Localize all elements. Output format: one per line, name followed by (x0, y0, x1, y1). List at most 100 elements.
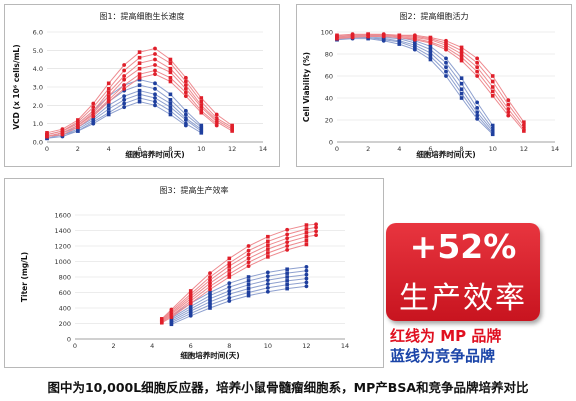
data-point (506, 107, 511, 111)
data-point (168, 57, 173, 62)
x-tick-label: 2 (112, 342, 116, 350)
series-line (171, 270, 307, 319)
y-tick-label: 800 (59, 274, 71, 282)
x-tick-label: 10 (264, 342, 272, 350)
data-point (266, 234, 270, 239)
y-tick-label: 1000 (54, 258, 71, 266)
data-point (265, 270, 270, 275)
data-point (397, 40, 402, 44)
data-point (266, 247, 270, 251)
y-tick-label: 100 (321, 29, 333, 37)
data-point (227, 299, 232, 303)
data-point (304, 238, 309, 243)
data-point (76, 129, 80, 133)
data-point (106, 94, 111, 98)
data-point (246, 256, 251, 261)
x-axis-label: 细胞培养时间(天) (125, 149, 184, 159)
data-point (188, 301, 193, 306)
data-point (168, 112, 173, 117)
data-point (153, 52, 157, 56)
data-point (285, 271, 289, 275)
data-point (91, 105, 96, 110)
data-point (227, 292, 232, 296)
data-point (153, 96, 157, 100)
data-point (168, 92, 173, 97)
data-point (246, 286, 251, 291)
data-point (475, 113, 480, 118)
data-point (137, 83, 142, 87)
data-point (153, 72, 157, 77)
y-tick-label: 600 (59, 289, 71, 297)
data-point (91, 114, 96, 119)
data-point (153, 81, 157, 86)
data-point (168, 109, 173, 113)
data-point (106, 110, 111, 115)
data-point (153, 63, 157, 67)
data-point (490, 85, 495, 89)
data-point (285, 236, 290, 241)
data-point (199, 105, 204, 109)
data-point (188, 313, 193, 318)
data-point (208, 284, 212, 289)
series-blue (45, 88, 204, 139)
series-line (46, 73, 218, 137)
data-point (246, 293, 251, 298)
data-point (522, 129, 526, 133)
data-point (122, 105, 127, 110)
data-point (246, 279, 251, 283)
data-point (459, 55, 464, 60)
y-tick-label: 20 (325, 117, 333, 125)
data-point (169, 315, 174, 320)
data-point (199, 109, 204, 113)
data-point (183, 108, 188, 113)
series-red (335, 34, 511, 118)
y-tick-label: 4.0 (33, 65, 43, 73)
data-point (137, 66, 142, 71)
data-point (428, 54, 433, 58)
data-point (397, 42, 402, 46)
data-point (106, 90, 111, 95)
data-point (230, 125, 234, 130)
data-point (168, 101, 173, 106)
series-line (336, 37, 494, 132)
data-point (459, 76, 464, 80)
x-tick-label: 10 (197, 145, 205, 153)
data-point (265, 289, 270, 294)
y-axis-label: Cell Viability (%) (302, 52, 311, 122)
data-point (227, 268, 232, 272)
data-point (168, 105, 173, 109)
series-blue (45, 96, 204, 141)
data-point (428, 41, 433, 45)
data-point (183, 79, 188, 84)
data-point (444, 74, 448, 78)
data-point (246, 244, 251, 248)
y-tick-label: 60 (325, 73, 333, 81)
series-red (45, 72, 219, 139)
data-point (208, 300, 212, 304)
series-line (336, 37, 494, 134)
data-point (412, 47, 417, 52)
series-line (171, 281, 307, 324)
data-point (208, 287, 212, 292)
x-tick-label: 6 (138, 145, 142, 153)
data-point (506, 102, 511, 107)
data-point (122, 63, 127, 67)
data-point (168, 70, 173, 75)
y-tick-label: 5.0 (33, 47, 43, 55)
data-point (122, 83, 127, 88)
data-point (214, 123, 219, 128)
data-point (366, 36, 370, 41)
series-blue (169, 284, 309, 327)
data-point (490, 129, 495, 133)
data-point (199, 123, 204, 128)
data-point (444, 56, 448, 61)
x-tick-label: 6 (428, 145, 432, 153)
data-point (490, 89, 495, 94)
y-tick-label: 1.0 (33, 120, 43, 128)
data-point (304, 227, 309, 231)
data-point (106, 103, 111, 108)
series-line (336, 35, 509, 116)
data-point (246, 260, 251, 265)
data-point (335, 36, 339, 41)
data-point (428, 57, 433, 62)
